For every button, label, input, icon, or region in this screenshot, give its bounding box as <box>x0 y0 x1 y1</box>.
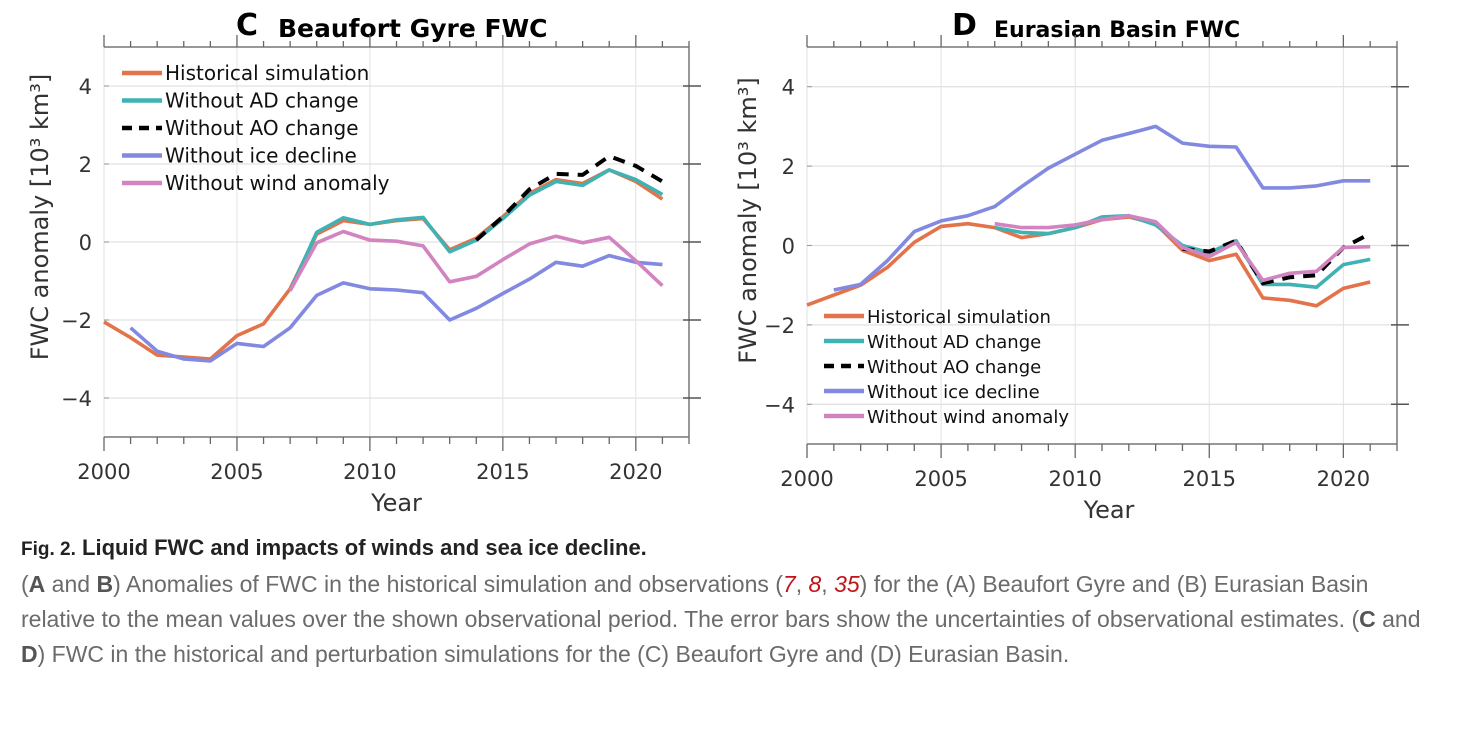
x-tick-label: 2015 <box>1183 467 1236 491</box>
caption-text: ( <box>21 571 29 597</box>
x-tick-label: 2010 <box>343 460 396 484</box>
y-tick-label: 0 <box>79 231 92 255</box>
legend-label: Without ice decline <box>867 382 1040 403</box>
series-line-without-ice-decline <box>129 253 663 363</box>
caption-text: , <box>795 571 809 597</box>
y-tick-label: −4 <box>764 393 795 417</box>
caption-text: ) Anomalies of FWC in the historical sim… <box>113 571 783 597</box>
legend-label: Without AD change <box>165 89 359 113</box>
legend-label: Historical simulation <box>165 61 369 85</box>
x-tick-label: 2020 <box>609 460 662 484</box>
series-line-without-wind-anomaly <box>994 213 1371 283</box>
caption-text: ) FWC in the historical and perturbation… <box>37 641 1070 667</box>
legend-label: Without wind anomaly <box>867 407 1069 428</box>
chart-title: Beaufort Gyre FWC <box>278 14 548 43</box>
x-tick-label: 2000 <box>77 460 130 484</box>
series-line-without-ao-change <box>474 154 664 242</box>
figure-caption: Fig. 2. Liquid FWC and impacts of winds … <box>21 533 1441 672</box>
y-tick-label: 4 <box>782 76 795 100</box>
panel-letter: C <box>236 8 258 43</box>
x-tick-label: 2005 <box>210 460 263 484</box>
x-tick-label: 2000 <box>780 467 833 491</box>
x-tick-label: 2010 <box>1048 467 1101 491</box>
caption-text: and <box>1375 606 1421 632</box>
y-tick-label: 2 <box>79 153 92 177</box>
legend-label: Without AO change <box>165 116 359 140</box>
legend-label: Without AD change <box>867 332 1041 353</box>
legend-label: Without ice decline <box>165 144 357 168</box>
caption-panel-ref: D <box>21 641 38 667</box>
y-axis-label: FWC anomaly [10³ km³] <box>26 74 54 361</box>
chart-panel-c: C Beaufort Gyre FWC 2000 2005 2010 2015 2020 −4… <box>26 8 701 517</box>
caption-title-text: Liquid FWC and impacts of winds and sea … <box>82 535 647 560</box>
y-tick-label: −4 <box>61 387 92 411</box>
caption-body: (A and B) Anomalies of FWC in the histor… <box>21 567 1441 672</box>
y-tick-label: 0 <box>782 235 795 259</box>
caption-text: , <box>821 571 835 597</box>
x-tick-label: 2015 <box>476 460 529 484</box>
legend-label: Without wind anomaly <box>165 171 390 195</box>
series-line-without-ice-decline <box>833 124 1371 292</box>
y-tick-label: −2 <box>764 314 795 338</box>
x-tick-label: 2005 <box>914 467 967 491</box>
caption-panel-ref: B <box>96 571 114 597</box>
y-tick-label: 4 <box>79 75 92 99</box>
chart-title: Eurasian Basin FWC <box>994 18 1240 43</box>
x-axis-label: Year <box>370 489 422 517</box>
chart-panel-d: D Eurasian Basin FWC 2000 2005 2010 2015 2020 −… <box>734 8 1409 524</box>
citation-link[interactable]: 8 <box>808 571 822 597</box>
y-axis-label: FWC anomaly [10³ km³] <box>734 77 762 364</box>
series-line-historical-simulation <box>806 215 1371 308</box>
caption-text: and <box>45 571 97 597</box>
figure-label: Fig. 2. <box>21 539 76 560</box>
x-tick-label: 2020 <box>1317 467 1370 491</box>
caption-panel-ref: A <box>28 571 46 597</box>
legend-label: Without AO change <box>867 357 1041 378</box>
series-line-without-wind-anomaly <box>288 229 664 292</box>
y-tick-label: 2 <box>782 155 795 179</box>
caption-panel-ref: C <box>1359 606 1376 632</box>
legend-label: Historical simulation <box>867 307 1051 328</box>
citation-link[interactable]: 7 <box>782 571 796 597</box>
caption-text: ) for the (A) Beaufort Gyre and (B) Eura… <box>21 571 1369 632</box>
y-tick-label: −2 <box>61 309 92 333</box>
caption-title: Fig. 2. Liquid FWC and impacts of winds … <box>21 533 1441 565</box>
citation-link[interactable]: 35 <box>834 571 860 597</box>
panel-letter: D <box>952 8 977 43</box>
x-axis-label: Year <box>1083 496 1135 524</box>
